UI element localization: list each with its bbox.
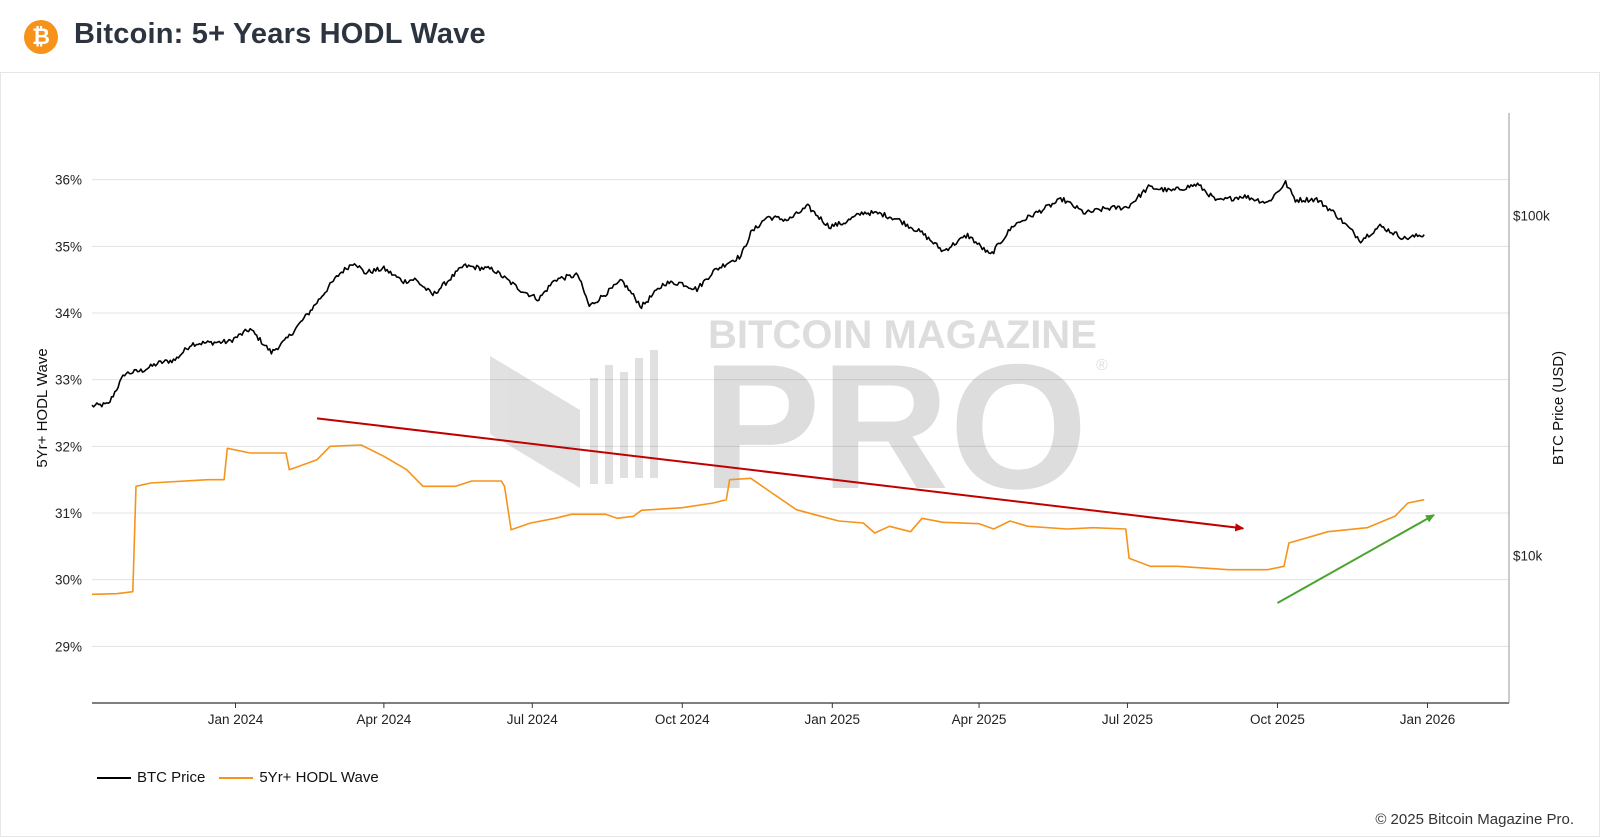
watermark: BITCOIN MAGAZINE PRO ® xyxy=(490,313,1108,526)
x-tick-label: Jan 2025 xyxy=(805,712,861,727)
grid-lines xyxy=(92,179,1509,647)
y-right-axis-title: BTC Price (USD) xyxy=(1550,351,1567,465)
x-tick-label: Oct 2025 xyxy=(1250,712,1305,727)
bitcoin-icon: ₿ xyxy=(24,20,58,54)
x-tick-label: Jul 2024 xyxy=(507,712,559,727)
annotations xyxy=(316,417,1435,604)
legend-item-hodl-wave[interactable]: 5Yr+ HODL Wave xyxy=(219,769,379,786)
x-tick-label: Jul 2025 xyxy=(1102,712,1153,727)
hodl-wave-line xyxy=(91,444,1425,596)
chart-legend: BTC Price 5Yr+ HODL Wave xyxy=(97,769,393,786)
watermark-line2: PRO xyxy=(702,327,1088,526)
watermark-line1: BITCOIN MAGAZINE xyxy=(708,313,1097,357)
copyright-notice: © 2025 Bitcoin Magazine Pro. xyxy=(1375,811,1574,828)
x-tick-label: Oct 2024 xyxy=(655,712,710,727)
legend-item-btc-price[interactable]: BTC Price xyxy=(97,769,205,786)
watermark-logo-icon xyxy=(490,350,658,488)
btc-price-line xyxy=(91,180,1425,408)
y-left-axis-title: 5Yr+ HODL Wave xyxy=(34,348,51,467)
y-left-tick-label: 31% xyxy=(55,506,82,521)
y-left-tick-label: 29% xyxy=(55,639,82,654)
legend-swatch-btc-price xyxy=(97,776,131,779)
x-tick-label: Jan 2024 xyxy=(208,712,264,727)
axes: 29% 30% 31% 32% 33% 34% 35% 36% $10k $100k Jan 202… xyxy=(34,113,1567,727)
legend-swatch-hodl-wave xyxy=(219,776,254,779)
watermark-registered: ® xyxy=(1096,357,1108,374)
legend-label-btc-price: BTC Price xyxy=(137,769,206,786)
page-title: Bitcoin: 5+ Years HODL Wave xyxy=(74,18,486,50)
chart-header: ₿ Bitcoin: 5+ Years HODL Wave xyxy=(0,0,1600,73)
x-tick-label: Apr 2024 xyxy=(356,712,411,727)
x-tick-label: Apr 2025 xyxy=(952,712,1007,727)
y-left-tick-label: 30% xyxy=(55,573,82,588)
y-left-tick-label: 33% xyxy=(55,373,82,388)
series xyxy=(91,180,1425,596)
downtrend-arrow xyxy=(316,417,1245,532)
x-tick-label: Jan 2026 xyxy=(1400,712,1456,727)
y-left-tick-label: 34% xyxy=(55,306,82,321)
uptrend-arrow xyxy=(1276,514,1435,604)
y-left-tick-label: 35% xyxy=(55,239,82,254)
y-left-tick-label: 32% xyxy=(55,439,82,454)
y-right-tick-label: $10k xyxy=(1513,548,1543,563)
legend-label-hodl-wave: 5Yr+ HODL Wave xyxy=(259,769,379,786)
y-right-tick-label: $100k xyxy=(1513,208,1550,223)
y-left-tick-label: 36% xyxy=(55,173,82,188)
